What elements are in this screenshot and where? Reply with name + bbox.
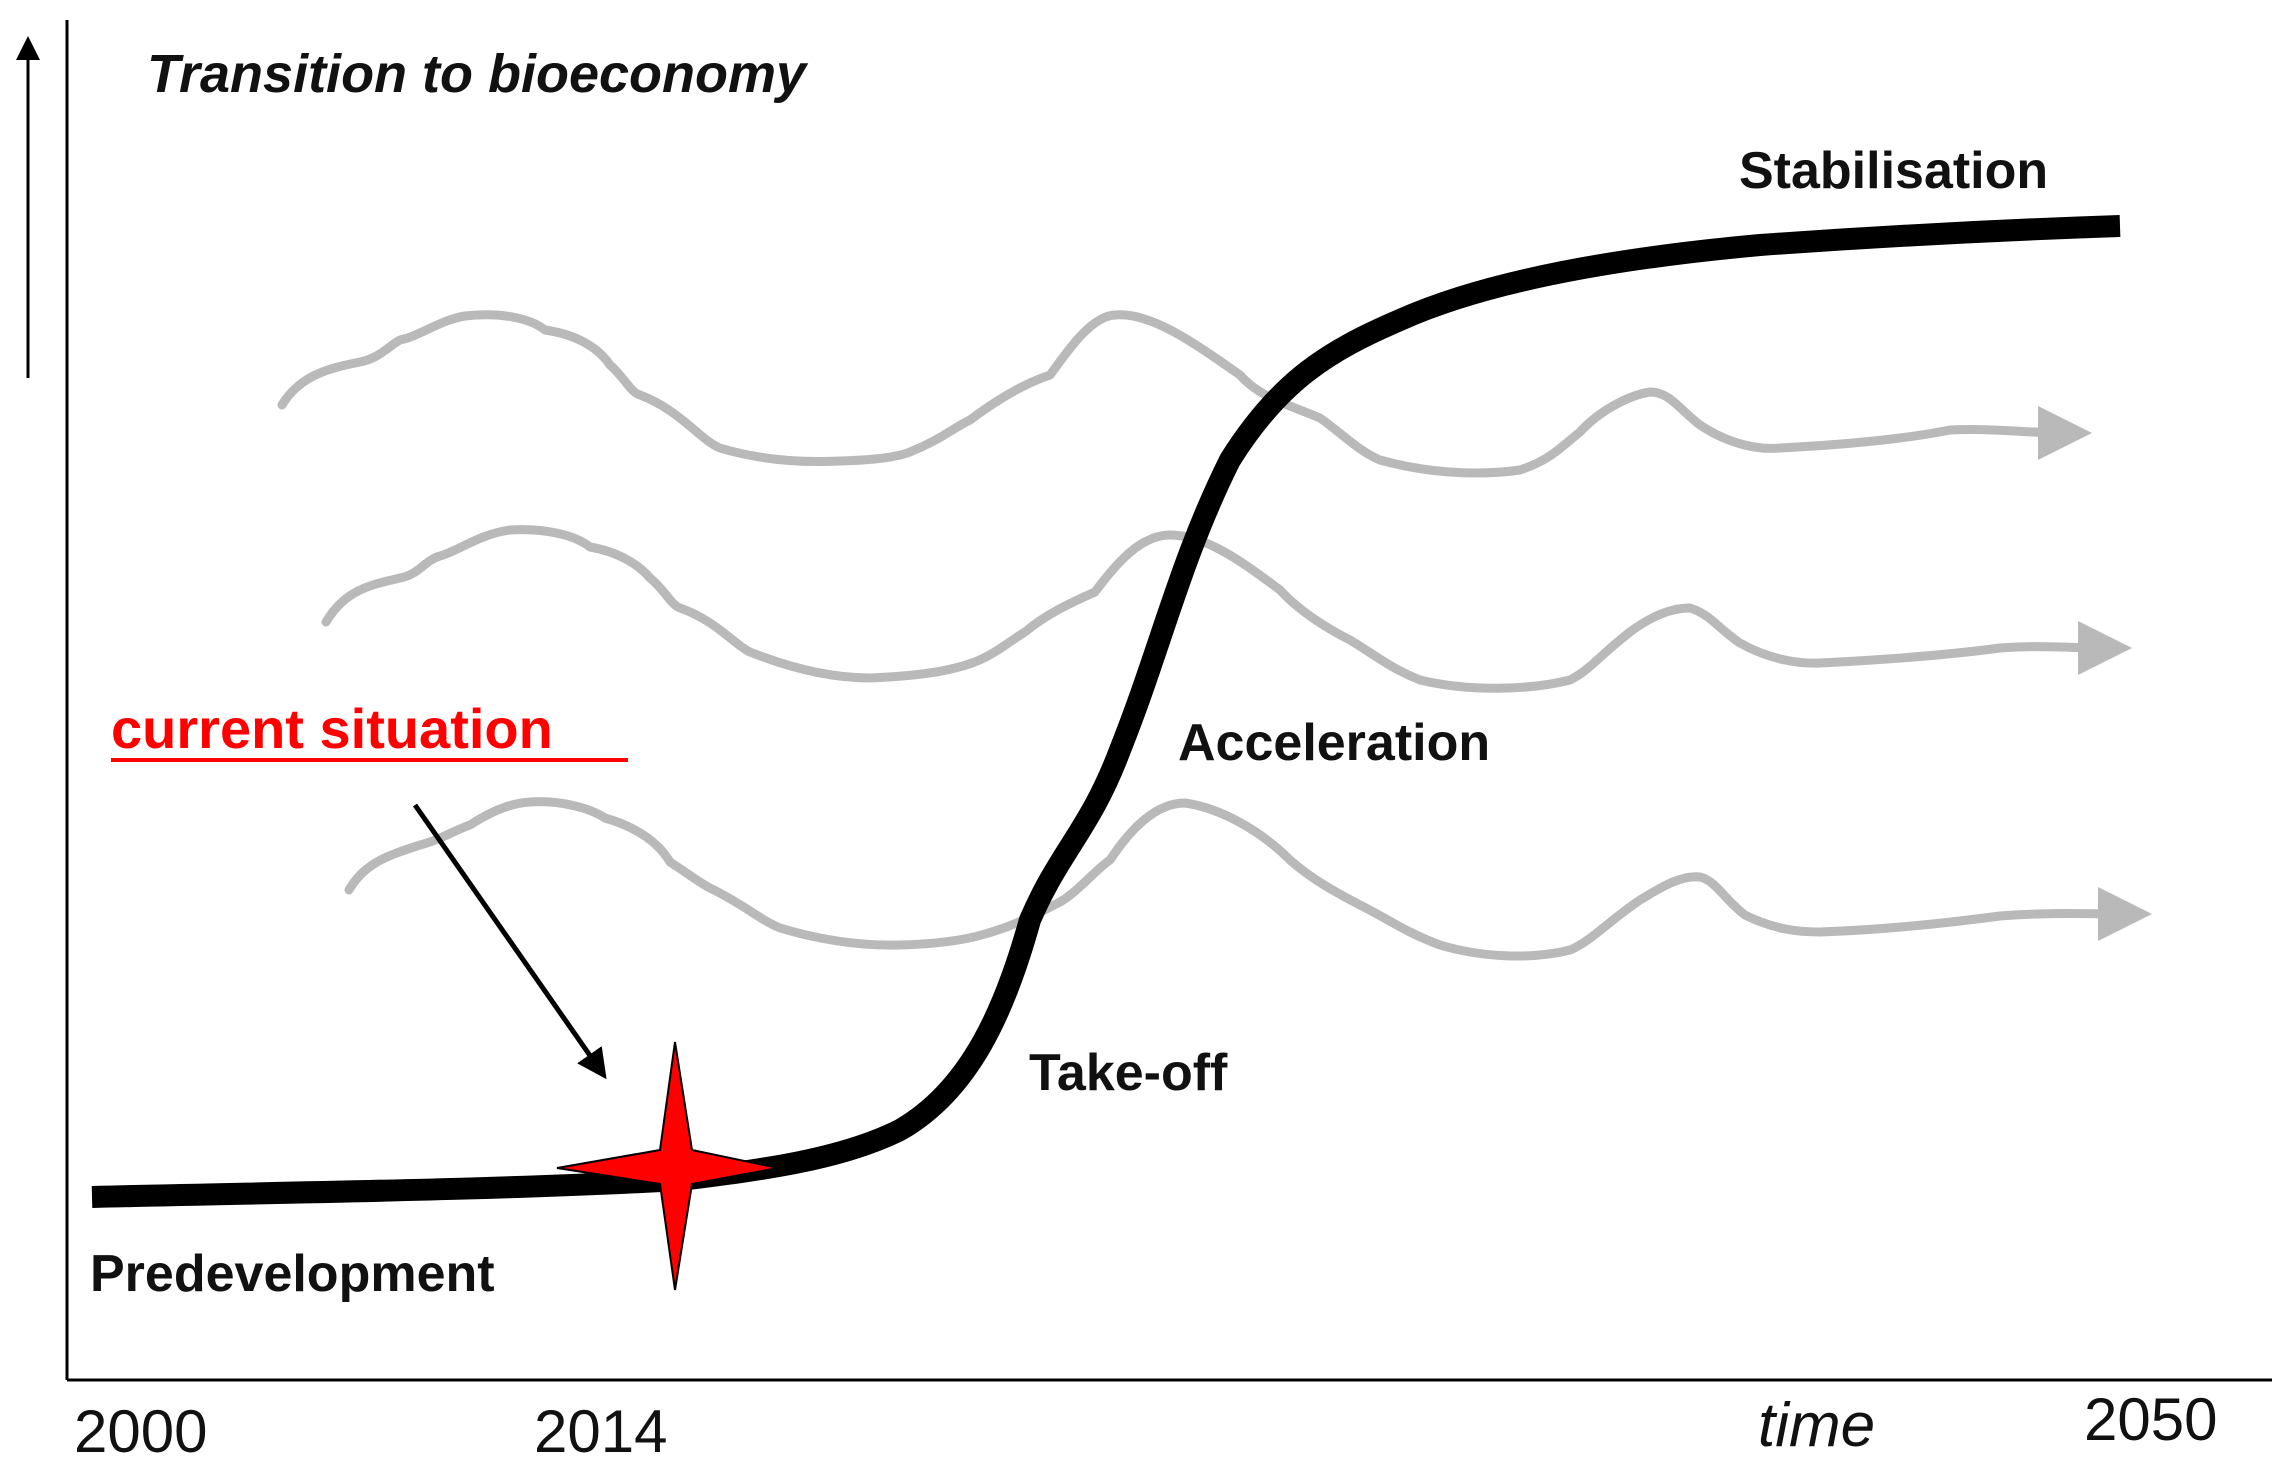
current-situation-star <box>556 1041 779 1291</box>
wave-3 <box>344 797 2152 961</box>
phase-take-off: Take-off <box>1029 1044 1228 1102</box>
x-axis-label: time <box>1758 1391 1875 1460</box>
x-tick-2000: 2000 <box>74 1398 207 1465</box>
current-situation-label: current situation <box>111 697 553 760</box>
wave-2 <box>321 525 2132 693</box>
diagram-title: Transition to bioeconomy <box>147 44 809 104</box>
wave-1 <box>277 310 2092 478</box>
phase-predevelopment: Predevelopment <box>90 1245 495 1303</box>
phase-acceleration: Acceleration <box>1178 714 1490 772</box>
phase-stabilisation: Stabilisation <box>1739 142 2048 200</box>
current-situation-arrow <box>412 803 607 1080</box>
x-tick-2050: 2050 <box>2084 1386 2217 1453</box>
x-tick-2014: 2014 <box>534 1398 667 1465</box>
